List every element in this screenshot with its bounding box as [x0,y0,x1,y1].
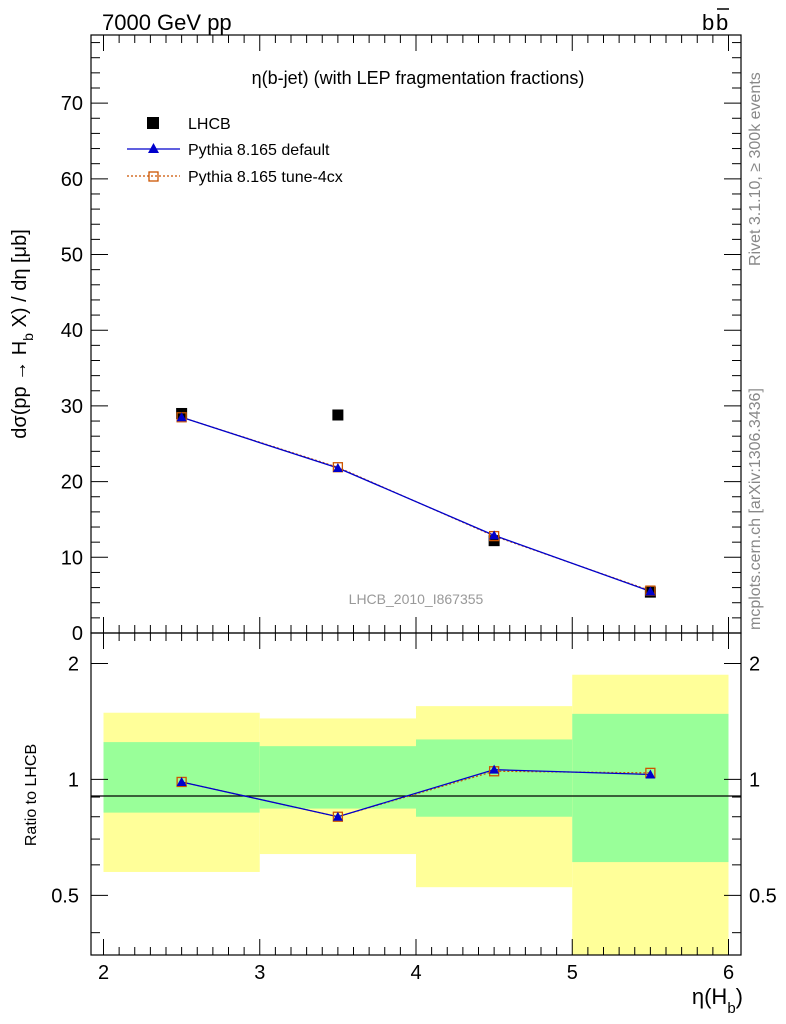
legend-default-label: Pythia 8.165 default [188,142,330,159]
bottom-axis-ticks: 0.5 0.5 1 1 2 2 2 3 4 5 6 [51,633,777,984]
data-point-pythia-default [645,586,656,596]
series-line-pythia-tune [181,416,651,592]
y-tick-label: 30 [61,396,83,418]
mcplots-note: mcplots.cern.ch [arXiv:1306.3436] [747,388,764,630]
ratio-ylabel: Ratio to LHCB [23,744,40,846]
ratio-point-pythia-default [176,776,187,786]
rivet-note: Rivet 3.1.10, ≥ 300k events [747,72,764,266]
top-series-lines [181,416,651,592]
y-tick-label: 40 [61,320,83,342]
ratio-point-pythia-default [645,769,656,779]
data-point-pythia-default [176,412,187,422]
y-tick-label: 20 [61,472,83,494]
top-title: η(b-jet) (with LEP fragmentation fractio… [252,68,585,88]
ratio-x-tick-label: 5 [567,962,578,984]
ratio-series-lines [181,769,651,818]
ratio-y-tick-label-right: 2 [749,653,760,675]
legend-default-marker [148,143,159,153]
ratio-xlabel: η(Hb) [692,984,743,1017]
ratio-x-tick-label: 2 [98,962,109,984]
data-point-pythia-default [332,462,343,472]
header-right: b b [702,8,729,35]
top-ylabel: dσ(pp → Hb X) / dη [μb] [9,229,36,439]
data-point-pythia-default [489,530,500,540]
header-right-bbar: b [716,10,728,35]
ratio-x-tick-label: 4 [410,962,421,984]
band-inner [416,739,573,817]
bottom-frame [90,632,742,956]
bottom-panel: 0.5 0.5 1 1 2 2 2 3 4 5 6 Ratio to LHCB η(Hb) [23,632,777,1017]
ratio-y-tick-label: 0.5 [51,885,79,907]
y-tick-label: 60 [61,169,83,191]
uncertainty-bands [103,674,729,955]
top-panel: 0 10 20 30 40 50 60 70 η(b-jet) (with LEP fragm… [9,34,742,645]
band-inner [259,746,416,809]
ratio-line-pythia-default [181,769,651,818]
y-tick-label: 0 [72,623,83,645]
ratio-point-pythia-default [332,811,343,821]
legend-tune-marker [148,171,159,182]
y-tick-label: 50 [61,245,83,267]
ratio-y-tick-label-right: 1 [749,769,760,791]
ratio-y-tick-label: 2 [68,653,79,675]
header-right-b: b [702,10,714,35]
ratio-x-tick-label: 6 [723,962,734,984]
legend-lhcb-marker [147,117,159,129]
analysis-watermark: LHCB_2010_I867355 [349,591,484,607]
top-series-markers [176,407,656,598]
data-point-lhcb [332,409,344,421]
ratio-series-markers [176,764,656,822]
series-line-pythia-default [181,416,651,592]
header-left: 7000 GeV pp [102,10,232,35]
legend-lhcb-label: LHCB [188,116,231,133]
ratio-y-tick-label-right: 0.5 [749,885,777,907]
top-axis-ticks: 0 10 20 30 40 50 60 70 [61,35,741,645]
legend-tune-label: Pythia 8.165 tune-4cx [188,169,343,186]
band-inner [572,713,729,863]
legend: LHCB Pythia 8.165 default Pythia 8.165 t… [127,116,343,186]
y-tick-label: 70 [61,93,83,115]
ratio-x-tick-label: 3 [254,962,265,984]
ratio-point-pythia-default [489,764,500,774]
ratio-y-tick-label: 1 [68,769,79,791]
y-tick-label: 10 [61,547,83,569]
